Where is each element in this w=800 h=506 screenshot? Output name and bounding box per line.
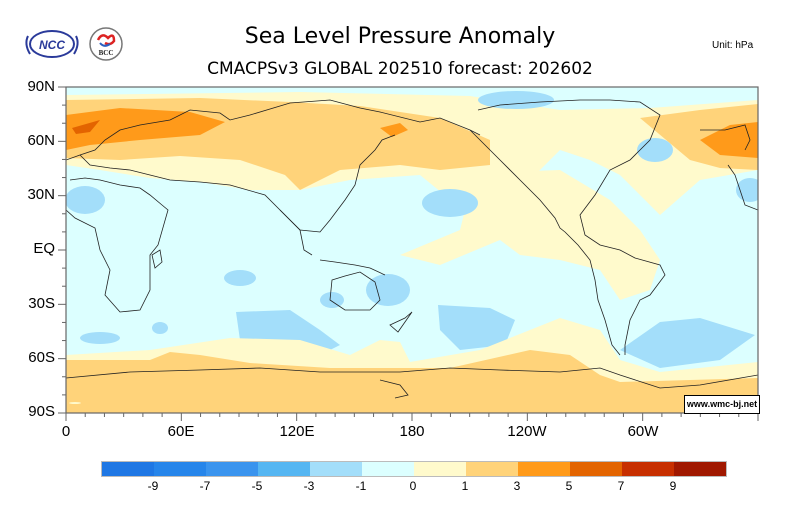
bcc-logo-text: BCC <box>99 49 114 57</box>
y-axis-label: 60N <box>27 132 55 149</box>
y-axis-label: 90S <box>28 403 55 420</box>
colorbar-label: -7 <box>199 479 211 493</box>
ncc-logo-icon: NCC <box>25 30 79 58</box>
colorbar-swatch <box>414 462 466 476</box>
colorbar-swatch <box>674 462 726 476</box>
colorbar-swatch <box>258 462 310 476</box>
colorbar-swatch <box>206 462 258 476</box>
y-axis-label: 30N <box>27 186 55 203</box>
x-axis-label: 60W <box>627 423 659 440</box>
x-axis-label: 60E <box>167 423 195 440</box>
colorbar-swatch <box>518 462 570 476</box>
colorbar-swatch <box>570 462 622 476</box>
anomaly-region <box>72 120 100 134</box>
colorbar-swatch <box>362 462 414 476</box>
x-axis-label: 120W <box>507 423 547 440</box>
y-axis-label: 30S <box>28 295 55 312</box>
y-axis-label: 90N <box>27 78 55 95</box>
ncc-logo-text: NCC <box>39 38 65 52</box>
y-axis-label: 60S <box>28 349 55 366</box>
colorbar-label: 5 <box>565 479 573 493</box>
anomaly-region <box>66 186 105 214</box>
chart-subtitle: CMACPSv3 GLOBAL 202510 forecast: 202602 <box>207 59 593 79</box>
anomaly-region <box>380 123 408 137</box>
colorbar-label: 0 <box>409 479 417 493</box>
anomaly-region <box>66 350 758 413</box>
anomaly-region <box>420 170 660 300</box>
anomaly-region <box>224 270 256 286</box>
x-axis-label: 120E <box>279 423 315 440</box>
colorbar-swatch <box>466 462 518 476</box>
unit-label: Unit: hPa <box>712 40 754 51</box>
colorbar <box>101 461 727 477</box>
colorbar-label: -1 <box>355 479 367 493</box>
anomaly-region <box>736 178 758 202</box>
x-axis-label: 0 <box>61 423 71 440</box>
anomaly-region <box>320 292 344 308</box>
credit-label[interactable]: www.wmc-bj.net <box>684 395 760 414</box>
anomaly-region <box>69 402 81 404</box>
colorbar-swatch <box>310 462 362 476</box>
anomaly-region <box>478 91 554 109</box>
colorbar-label: 7 <box>617 479 625 493</box>
anomaly-region <box>152 322 168 334</box>
anomaly-region <box>80 332 120 344</box>
x-axis-label: 180 <box>399 423 425 440</box>
anomaly-region <box>620 318 755 368</box>
coastlines <box>66 99 758 399</box>
anomaly-region <box>422 189 478 217</box>
colorbar-swatch <box>622 462 674 476</box>
anomaly-region <box>700 122 758 158</box>
y-axis-label: EQ <box>33 240 55 257</box>
colorbar-label: -9 <box>147 479 159 493</box>
bcc-logo-icon: BCC <box>89 27 123 61</box>
colorbar-label: -5 <box>251 479 263 493</box>
colorbar-label: 3 <box>513 479 521 493</box>
colorbar-label: -3 <box>303 479 315 493</box>
anomaly-region <box>637 138 673 162</box>
colorbar-swatch <box>154 462 206 476</box>
colorbar-swatch <box>102 462 154 476</box>
anomaly-region <box>438 305 515 350</box>
colorbar-label: 1 <box>461 479 469 493</box>
colorbar-label: 9 <box>669 479 677 493</box>
anomaly-region <box>366 274 410 306</box>
chart-title: Sea Level Pressure Anomaly <box>244 24 556 49</box>
